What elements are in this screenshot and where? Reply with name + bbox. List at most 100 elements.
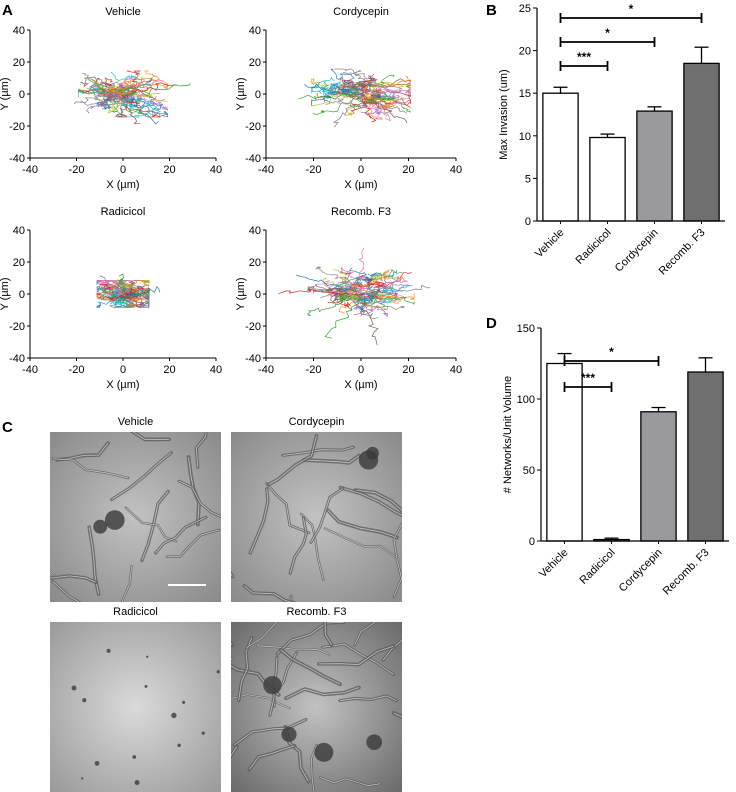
trajectory-line [368,305,405,311]
spore [171,712,177,719]
hypha-highlight [52,581,80,602]
trajectory-line [125,82,178,97]
bar [640,411,677,542]
trajectory-line [380,288,396,294]
trajectory-line [96,285,114,294]
trajectory-line [119,284,149,297]
spore [106,648,111,653]
trajectory-line [357,284,431,296]
trajectory-line [346,93,375,104]
y-tick-label: 10 [519,131,531,143]
y-tick-label: 40 [13,25,25,37]
y-tick-label: -40 [245,153,261,165]
trajectory-line [365,93,405,103]
trajectory-line [311,77,336,90]
conidial-cluster [314,742,334,762]
trajectory-group [96,273,161,309]
y-tick-label: -40 [9,153,25,165]
significance-label: *** [581,371,595,385]
trajectory-line [124,299,135,308]
spore [182,700,186,704]
trajectory-line [87,78,133,96]
x-tick-label: 0 [358,164,364,176]
hypha-highlight [125,507,177,542]
x-tick-label: -20 [69,164,85,176]
spore [71,685,77,691]
y-tick-label: -20 [245,321,261,333]
trajectory-line [82,73,117,98]
trajectory-line [99,275,124,295]
conidial-cluster [366,734,383,751]
x-tick-label: 0 [120,364,126,376]
x-tick-label: 40 [450,164,462,176]
y-tick-label: 15 [519,88,531,100]
bar [589,136,626,222]
hypha-highlight [320,777,381,787]
trajectory-line [120,96,143,109]
bar [683,62,720,222]
trajectory-line [337,294,361,302]
trajectory-line [116,273,127,293]
hypha-highlight [310,488,344,543]
hypha-highlight [53,458,129,479]
trajectory-line [125,82,191,96]
y-axis-label: # Networks/Unit Volume [502,376,514,493]
subplot-title: Radicicol [101,206,146,218]
spore [94,760,100,766]
trajectory-line [122,95,141,125]
hypha-highlight [266,483,310,534]
trajectory-line [107,86,126,96]
subplot-title: Recomb. F3 [331,206,391,218]
trajectory-line [140,91,164,111]
trajectory-line [80,76,119,87]
y-tick-label: 0 [19,89,25,101]
x-tick-label: Radicicol [578,547,618,587]
trajectory-line [314,280,367,289]
y-tick-label: 0 [255,289,261,301]
trajectory-line [343,80,370,87]
y-tick-label: 5 [525,173,531,185]
trajectory-line [126,296,150,308]
x-tick-label: -20 [306,164,322,176]
x-tick-label: 20 [402,164,414,176]
hypha-highlight [382,639,402,661]
x-tick-label: -40 [22,364,38,376]
trajectory-line [337,87,356,104]
y-tick-label: 20 [13,57,25,69]
trajectory-plot: -40 -20 0 20 40 -40 -20 0 20 40 Cordycepin X (µm) Y … [235,6,462,191]
significance-label: * [605,26,610,40]
micrograph-image [50,622,221,792]
trajectory-group [74,70,191,125]
y-axis-label: Y (µm) [235,277,247,310]
x-tick-label: 0 [120,164,126,176]
trajectory-line [342,94,368,102]
trajectory-line [361,283,413,295]
hypha-highlight [280,649,341,685]
y-tick-label: -20 [9,321,25,333]
trajectory-line [352,275,373,285]
y-tick-label: 20 [249,57,261,69]
trajectory-line [357,247,365,294]
micrograph: Radicicol [50,606,221,792]
hypha-highlight [167,529,220,558]
trajectory-line [89,82,127,96]
trajectory-plot: -40 -20 0 20 40 -40 -20 0 20 40 Radicicol X (µm) Y (… [0,206,222,391]
trajectory-line [332,93,362,128]
x-tick-label: 40 [210,364,222,376]
trajectory-line [330,68,355,84]
spore [134,780,140,786]
trajectory-line [311,87,336,96]
significance-label: *** [577,50,591,64]
spore [201,731,205,735]
trajectory-line [334,68,369,84]
y-tick-label: 0 [529,536,535,548]
trajectory-line [109,295,127,303]
hypha-highlight [285,687,360,699]
trajectory-line [319,284,369,296]
trajectory-line [132,80,168,92]
conidial-cluster [93,519,108,534]
hypha-highlight [393,523,402,598]
y-tick-label: -20 [245,121,261,133]
micrograph: Recomb. F3 [231,606,402,792]
trajectory-line [298,90,359,101]
